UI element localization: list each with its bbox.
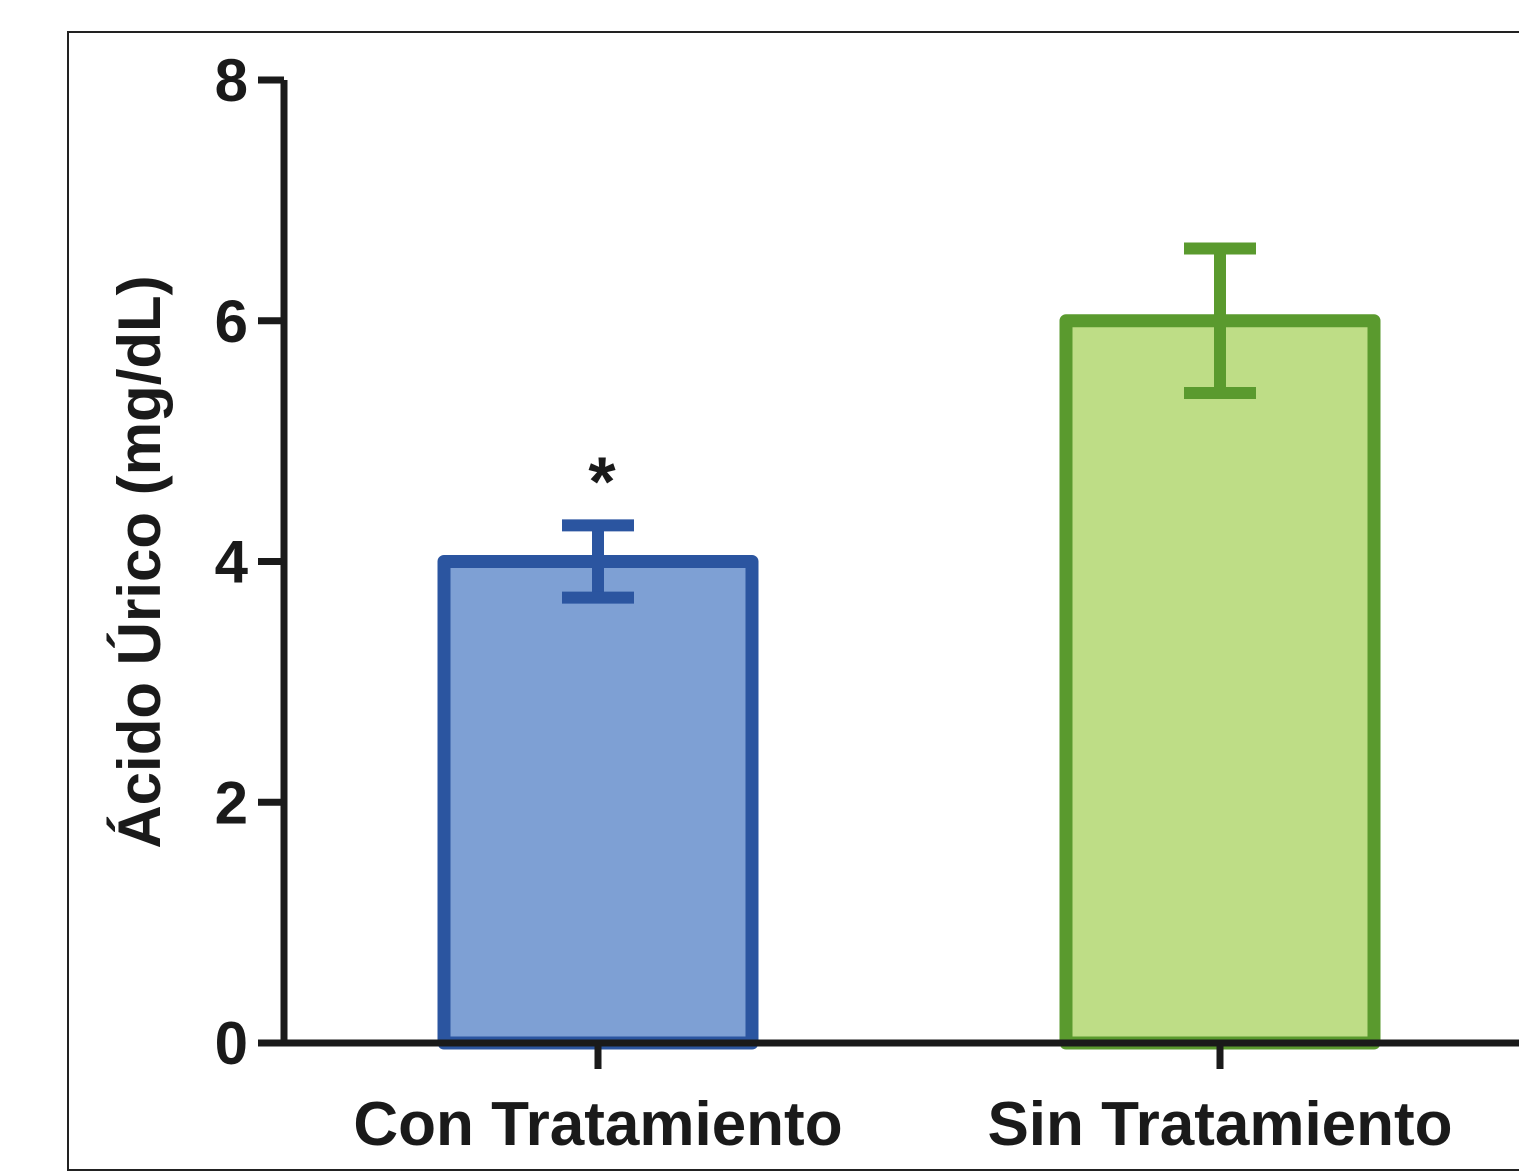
y-axis-title: Ácido Úrico (mg/dL): [106, 275, 173, 848]
plot-area: * 0 2 4 6 8 Con Tratamiento Sin Tratamiento: [215, 47, 1519, 1159]
y-tick-label-8: 8: [215, 47, 248, 114]
x-category-label-1: Sin Tratamiento: [987, 1090, 1452, 1159]
bar-1: [1059, 314, 1381, 1050]
y-tick-label-2: 2: [215, 769, 248, 836]
y-tick-label-0: 0: [215, 1010, 248, 1077]
bar-0: [437, 555, 759, 1050]
significance-marker-0: *: [588, 442, 616, 520]
y-tick-label-6: 6: [215, 288, 248, 355]
y-tick-label-4: 4: [215, 529, 249, 596]
x-category-label-0: Con Tratamiento: [353, 1090, 842, 1159]
